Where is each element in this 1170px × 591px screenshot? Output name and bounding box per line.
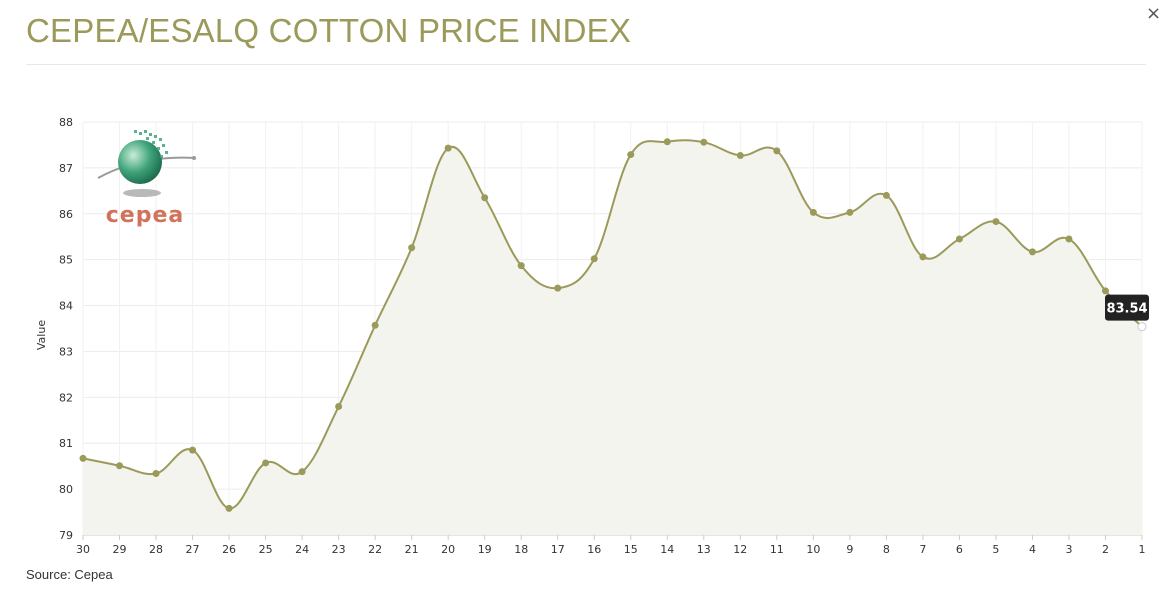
tooltip-value: 83.54: [1106, 302, 1147, 317]
x-tick-label: 28: [149, 543, 163, 556]
data-point[interactable]: [1101, 287, 1109, 295]
x-tick-label: 11: [770, 543, 784, 556]
page-title: CEPEA/ESALQ COTTON PRICE INDEX: [26, 12, 632, 49]
data-point[interactable]: [992, 218, 1000, 226]
close-icon[interactable]: ×: [1146, 3, 1162, 24]
data-point[interactable]: [700, 138, 708, 146]
y-tick-label: 83: [59, 345, 73, 358]
y-tick-label: 81: [59, 437, 73, 450]
data-point[interactable]: [189, 446, 197, 454]
x-tick-label: 8: [883, 543, 890, 556]
data-point[interactable]: [225, 504, 233, 512]
data-point[interactable]: [335, 403, 343, 411]
x-tick-label: 21: [405, 543, 419, 556]
y-tick-label: 80: [59, 483, 73, 496]
x-tick-label: 20: [441, 543, 455, 556]
logo-text: cepea: [106, 203, 184, 228]
y-axis: 79 80 81 82 83 84 85 86 87 88: [59, 116, 73, 542]
data-point[interactable]: [152, 470, 160, 478]
series-points: [79, 138, 1147, 512]
x-tick-label: 3: [1065, 543, 1072, 556]
data-point[interactable]: [1028, 248, 1036, 256]
data-point[interactable]: [371, 321, 379, 329]
data-point[interactable]: [444, 144, 452, 152]
data-point[interactable]: [809, 208, 817, 216]
x-tick-label: 26: [222, 543, 236, 556]
data-point[interactable]: [663, 138, 671, 146]
x-tick-label: 10: [806, 543, 820, 556]
x-tick-label: 23: [332, 543, 346, 556]
y-tick-label: 86: [59, 208, 73, 221]
x-tick-label: 29: [113, 543, 127, 556]
y-axis-label: Value: [35, 320, 48, 350]
x-tick-label: 7: [919, 543, 926, 556]
data-point[interactable]: [554, 284, 562, 292]
data-point[interactable]: [116, 462, 124, 470]
x-tick-label: 2: [1102, 543, 1109, 556]
data-point[interactable]: [79, 454, 87, 462]
x-tick-label: 24: [295, 543, 309, 556]
x-tick-label: 1: [1139, 543, 1146, 556]
x-tick-label: 27: [186, 543, 200, 556]
data-point[interactable]: [955, 235, 963, 243]
y-tick-label: 88: [59, 116, 73, 129]
data-point[interactable]: [262, 459, 270, 467]
x-tick-label: 16: [587, 543, 601, 556]
data-point[interactable]: [773, 147, 781, 155]
value-tooltip: 83.54: [1105, 294, 1149, 321]
data-point[interactable]: [882, 191, 890, 199]
series-area: [83, 140, 1142, 535]
data-point[interactable]: [408, 244, 416, 252]
divider: [26, 64, 1146, 65]
data-point[interactable]: [736, 151, 744, 159]
data-point[interactable]: [846, 208, 854, 216]
data-point[interactable]: [481, 194, 489, 202]
data-point[interactable]: [919, 253, 927, 261]
data-point[interactable]: [517, 262, 525, 270]
x-tick-label: 17: [551, 543, 565, 556]
x-tick-label: 6: [956, 543, 963, 556]
x-tick-label: 22: [368, 543, 382, 556]
y-tick-label: 82: [59, 391, 73, 404]
x-tick-label: 14: [660, 543, 674, 556]
data-point[interactable]: [627, 151, 635, 159]
x-tick-label: 13: [697, 543, 711, 556]
source-note: Source: Cepea: [26, 567, 113, 582]
y-tick-label: 79: [59, 529, 73, 542]
x-tick-label: 25: [259, 543, 273, 556]
y-tick-label: 85: [59, 254, 73, 267]
cepea-logo: cepea: [97, 130, 196, 228]
x-tick-label: 4: [1029, 543, 1036, 556]
data-point[interactable]: [590, 255, 598, 263]
y-tick-label: 87: [59, 162, 73, 175]
x-tick-label: 9: [846, 543, 853, 556]
x-tick-label: 19: [478, 543, 492, 556]
x-tick-label: 12: [733, 543, 747, 556]
x-axis: 30 29 28 27 26 25 24 23 22 21 20 19 18 17 16 15 14 13 12 11…: [76, 535, 1146, 556]
data-point[interactable]: [1137, 322, 1147, 332]
x-tick-label: 18: [514, 543, 528, 556]
x-tick-label: 15: [624, 543, 638, 556]
chart-area: [83, 140, 1142, 535]
y-tick-label: 84: [59, 300, 73, 313]
data-point[interactable]: [298, 468, 306, 476]
data-point[interactable]: [1065, 235, 1073, 243]
x-tick-label: 30: [76, 543, 90, 556]
x-tick-label: 5: [992, 543, 999, 556]
